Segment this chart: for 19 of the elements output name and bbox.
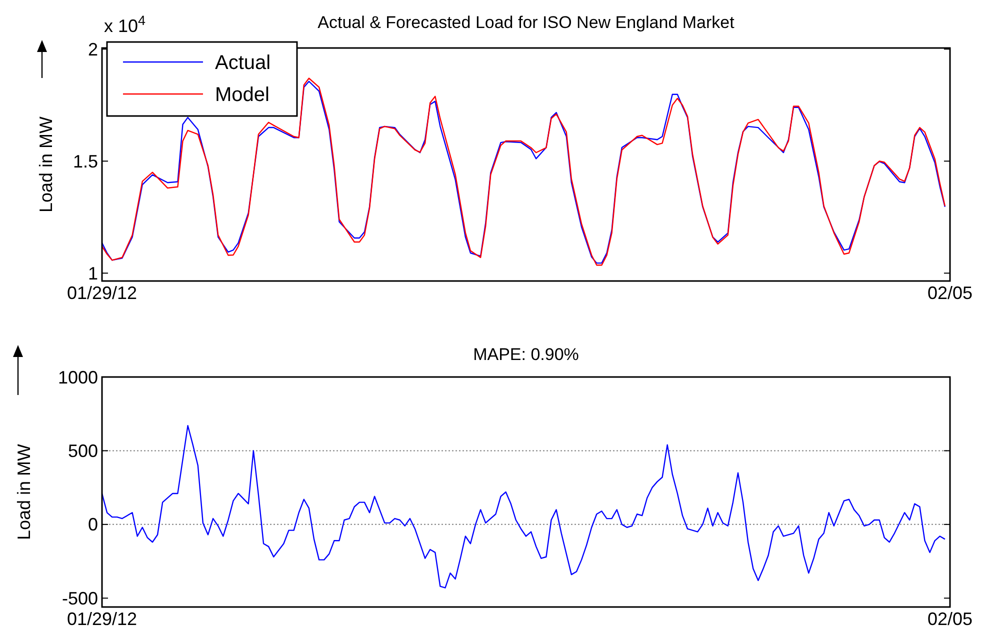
chart-title: MAPE: 0.90% bbox=[473, 345, 579, 364]
x-tick-label: 01/29/12 bbox=[66, 609, 138, 629]
legend-label: Model bbox=[215, 84, 270, 106]
legend-label: Actual bbox=[215, 52, 271, 74]
y-tick-label: 1.5 bbox=[72, 151, 98, 172]
x-tick-label: 01/29/12 bbox=[66, 283, 138, 303]
chart-title: Actual & Forecasted Load for ISO New England Market bbox=[318, 13, 735, 32]
line-series bbox=[101, 425, 946, 588]
y-tick-label: 0 bbox=[88, 514, 98, 535]
x-tick-label: 02/05 bbox=[927, 283, 973, 303]
y-tick-label: -500 bbox=[62, 588, 98, 608]
text: x 10$^{4}$ bbox=[104, 12, 146, 36]
y-tick-label: 1000 bbox=[58, 367, 98, 388]
y-tick-label: 2 bbox=[88, 39, 98, 60]
y-tick-label: 1 bbox=[88, 263, 98, 284]
y-tick-label: 500 bbox=[68, 441, 98, 462]
x-tick-label: 02/05 bbox=[927, 609, 973, 629]
y-axis-title: Load in MW bbox=[14, 444, 34, 540]
y-axis-title: Load in MW bbox=[36, 116, 56, 213]
